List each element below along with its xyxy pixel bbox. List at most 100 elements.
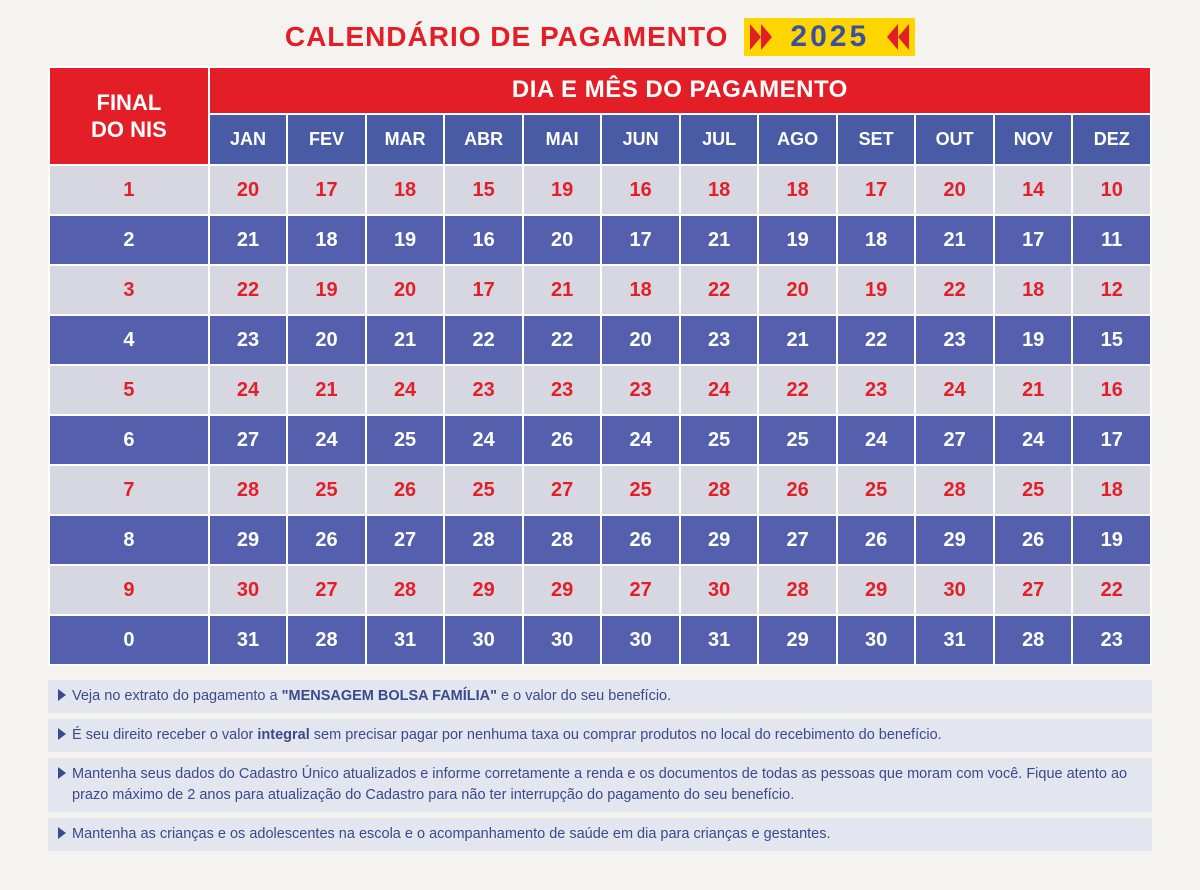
table-row: 2211819162017211918211711: [49, 215, 1151, 265]
day-cell: 25: [994, 465, 1073, 515]
day-cell: 21: [994, 365, 1073, 415]
day-cell: 18: [366, 165, 445, 215]
day-cell: 31: [915, 615, 994, 665]
day-cell: 24: [209, 365, 288, 415]
day-cell: 19: [523, 165, 602, 215]
header-month: NOV: [994, 114, 1073, 165]
day-cell: 16: [601, 165, 680, 215]
day-cell: 27: [758, 515, 837, 565]
day-cell: 27: [523, 465, 602, 515]
day-cell: 28: [287, 615, 366, 665]
day-cell: 26: [523, 415, 602, 465]
triangle-right-icon: [58, 827, 66, 839]
day-cell: 17: [837, 165, 916, 215]
day-cell: 24: [680, 365, 759, 415]
day-cell: 23: [523, 365, 602, 415]
day-cell: 20: [366, 265, 445, 315]
day-cell: 23: [1072, 615, 1151, 665]
day-cell: 28: [915, 465, 994, 515]
year-number: 2025: [780, 20, 879, 54]
note-text: Veja no extrato do pagamento a "MENSAGEM…: [72, 686, 1142, 707]
day-cell: 24: [444, 415, 523, 465]
day-cell: 11: [1072, 215, 1151, 265]
day-cell: 14: [994, 165, 1073, 215]
triangle-right-icon: [58, 728, 66, 740]
header-month: JUN: [601, 114, 680, 165]
day-cell: 21: [287, 365, 366, 415]
nis-cell: 4: [49, 315, 209, 365]
nis-cell: 0: [49, 615, 209, 665]
header-month: FEV: [287, 114, 366, 165]
day-cell: 12: [1072, 265, 1151, 315]
day-cell: 18: [287, 215, 366, 265]
header-month: MAR: [366, 114, 445, 165]
day-cell: 18: [601, 265, 680, 315]
table-row: 1201718151916181817201410: [49, 165, 1151, 215]
day-cell: 25: [758, 415, 837, 465]
day-cell: 31: [680, 615, 759, 665]
title-row: CALENDÁRIO DE PAGAMENTO 2025: [48, 18, 1152, 56]
day-cell: 22: [837, 315, 916, 365]
day-cell: 26: [758, 465, 837, 515]
day-cell: 21: [680, 215, 759, 265]
day-cell: 28: [523, 515, 602, 565]
day-cell: 27: [994, 565, 1073, 615]
day-cell: 10: [1072, 165, 1151, 215]
day-cell: 29: [680, 515, 759, 565]
table-row: 3221920172118222019221812: [49, 265, 1151, 315]
day-cell: 30: [209, 565, 288, 615]
header-month: JAN: [209, 114, 288, 165]
day-cell: 25: [837, 465, 916, 515]
day-cell: 19: [366, 215, 445, 265]
calendar-container: CALENDÁRIO DE PAGAMENTO 2025 FINA: [0, 0, 1200, 873]
day-cell: 25: [287, 465, 366, 515]
day-cell: 21: [209, 215, 288, 265]
day-cell: 31: [209, 615, 288, 665]
header-month: JUL: [680, 114, 759, 165]
nis-cell: 7: [49, 465, 209, 515]
day-cell: 30: [601, 615, 680, 665]
day-cell: 28: [444, 515, 523, 565]
nis-cell: 3: [49, 265, 209, 315]
triangle-right-icon: [58, 767, 66, 779]
day-cell: 24: [287, 415, 366, 465]
triangle-right-icon: [58, 689, 66, 701]
day-cell: 26: [366, 465, 445, 515]
note-item: Veja no extrato do pagamento a "MENSAGEM…: [48, 680, 1152, 713]
nis-cell: 5: [49, 365, 209, 415]
day-cell: 30: [837, 615, 916, 665]
table-row: 6272425242624252524272417: [49, 415, 1151, 465]
day-cell: 22: [444, 315, 523, 365]
chevron-left-icon: [879, 22, 909, 52]
day-cell: 19: [837, 265, 916, 315]
day-cell: 17: [601, 215, 680, 265]
day-cell: 24: [915, 365, 994, 415]
day-cell: 28: [680, 465, 759, 515]
day-cell: 20: [915, 165, 994, 215]
day-cell: 15: [444, 165, 523, 215]
table-row: 0312831303030312930312823: [49, 615, 1151, 665]
header-month: MAI: [523, 114, 602, 165]
header-month: AGO: [758, 114, 837, 165]
day-cell: 28: [994, 615, 1073, 665]
day-cell: 23: [209, 315, 288, 365]
day-cell: 18: [837, 215, 916, 265]
page-title: CALENDÁRIO DE PAGAMENTO: [285, 21, 729, 53]
day-cell: 27: [209, 415, 288, 465]
day-cell: 16: [444, 215, 523, 265]
day-cell: 28: [366, 565, 445, 615]
header-months-row: JANFEVMARABRMAIJUNJULAGOSETOUTNOVDEZ: [49, 114, 1151, 165]
day-cell: 19: [287, 265, 366, 315]
calendar-body: 1201718151916181817201410221181916201721…: [49, 165, 1151, 665]
day-cell: 25: [444, 465, 523, 515]
day-cell: 21: [915, 215, 994, 265]
day-cell: 30: [523, 615, 602, 665]
day-cell: 30: [444, 615, 523, 665]
day-cell: 17: [444, 265, 523, 315]
day-cell: 26: [601, 515, 680, 565]
header-main: DIA E MÊS DO PAGAMENTO: [209, 67, 1151, 114]
day-cell: 29: [758, 615, 837, 665]
day-cell: 23: [837, 365, 916, 415]
payment-calendar-table: FINAL DO NIS DIA E MÊS DO PAGAMENTO JANF…: [48, 66, 1152, 666]
note-text: Mantenha seus dados do Cadastro Único at…: [72, 764, 1142, 806]
